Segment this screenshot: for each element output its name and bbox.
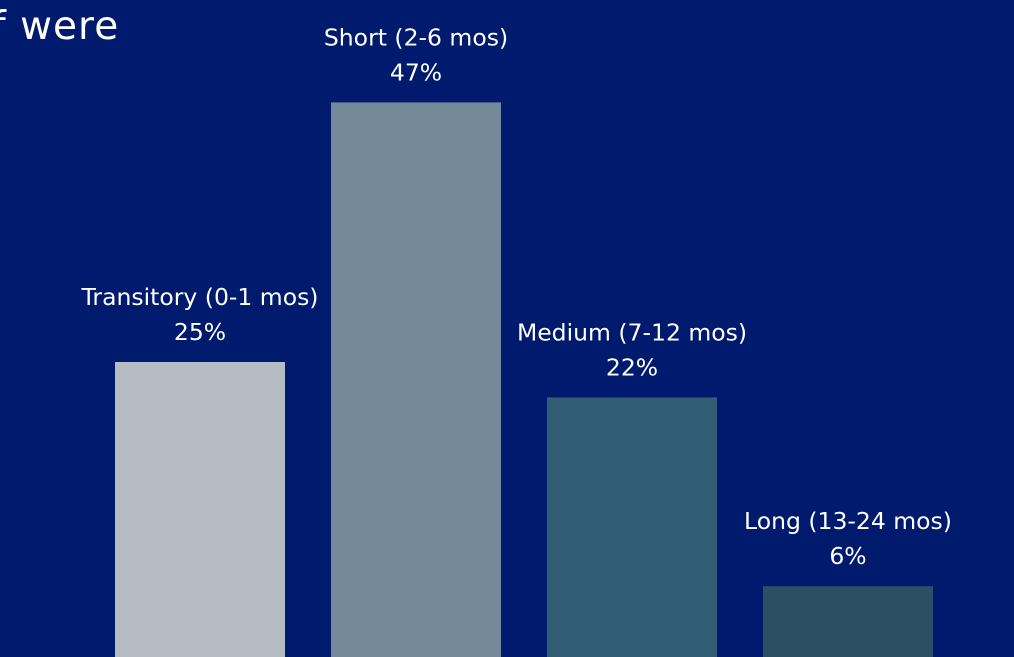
category-label-1: Transitory (0-1 mos)	[81, 283, 319, 311]
bar-1	[115, 362, 285, 657]
slide-heading: f were	[0, 4, 120, 49]
bar-4	[763, 586, 933, 657]
bar-3	[547, 397, 717, 657]
category-label-2: Short (2-6 mos)	[324, 23, 508, 51]
value-label-2: 47%	[390, 58, 442, 86]
value-label-3: 22%	[606, 353, 658, 381]
value-label-4: 6%	[829, 542, 866, 570]
category-label-4: Long (13-24 mos)	[744, 507, 952, 535]
value-label-1: 25%	[174, 318, 226, 346]
category-label-3: Medium (7-12 mos)	[517, 318, 747, 346]
bar-2	[331, 102, 501, 657]
